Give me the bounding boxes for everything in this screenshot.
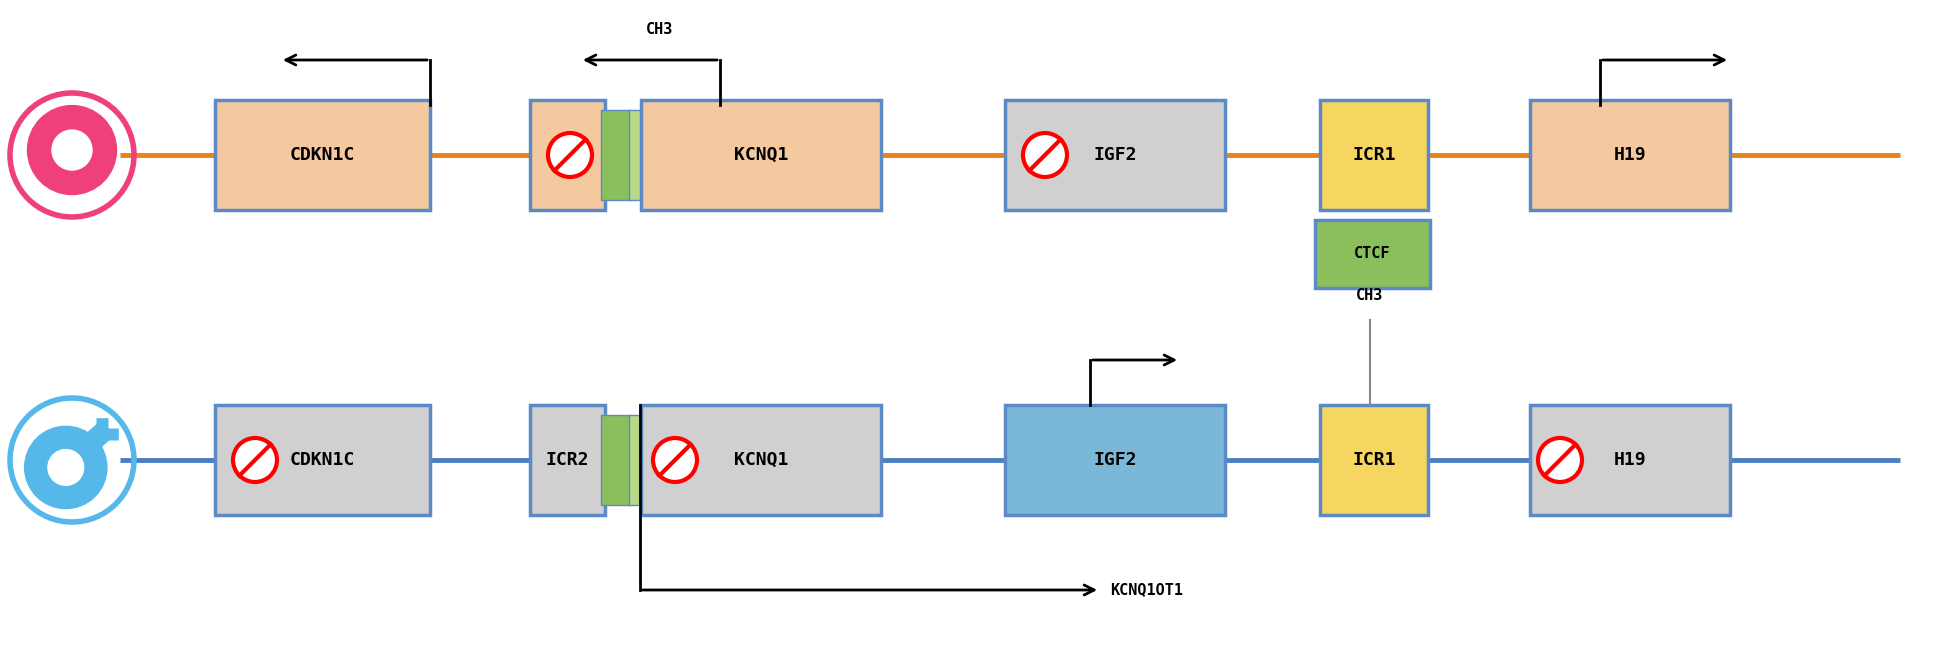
Circle shape xyxy=(53,130,92,170)
FancyBboxPatch shape xyxy=(1004,405,1225,515)
Text: H19: H19 xyxy=(1615,451,1646,469)
Circle shape xyxy=(1024,133,1067,177)
FancyBboxPatch shape xyxy=(642,405,881,515)
FancyBboxPatch shape xyxy=(642,100,881,210)
Text: CDKN1C: CDKN1C xyxy=(291,451,355,469)
Text: ICR1: ICR1 xyxy=(1351,146,1396,164)
Text: IGF2: IGF2 xyxy=(1094,146,1137,164)
FancyBboxPatch shape xyxy=(214,100,431,210)
Text: CTCF: CTCF xyxy=(1353,246,1390,261)
Text: KCNQ1OT1: KCNQ1OT1 xyxy=(1110,582,1184,597)
Circle shape xyxy=(653,438,696,482)
FancyBboxPatch shape xyxy=(214,405,431,515)
Text: CDKN1C: CDKN1C xyxy=(291,146,355,164)
Circle shape xyxy=(49,450,84,485)
FancyBboxPatch shape xyxy=(1004,100,1225,210)
Circle shape xyxy=(548,133,593,177)
FancyBboxPatch shape xyxy=(1320,405,1427,515)
Text: CH3: CH3 xyxy=(1357,288,1384,303)
Text: ICR1: ICR1 xyxy=(1351,451,1396,469)
FancyBboxPatch shape xyxy=(1531,100,1730,210)
Text: KCNQ1: KCNQ1 xyxy=(733,146,788,164)
Text: CH3: CH3 xyxy=(645,23,673,37)
Text: ICR2: ICR2 xyxy=(546,451,589,469)
Text: KCNQ1: KCNQ1 xyxy=(733,451,788,469)
FancyBboxPatch shape xyxy=(630,110,644,200)
Text: IGF2: IGF2 xyxy=(1094,451,1137,469)
FancyBboxPatch shape xyxy=(630,415,644,505)
FancyBboxPatch shape xyxy=(1314,220,1429,288)
FancyBboxPatch shape xyxy=(1320,100,1427,210)
Text: H19: H19 xyxy=(1615,146,1646,164)
FancyBboxPatch shape xyxy=(601,415,632,505)
FancyBboxPatch shape xyxy=(530,100,604,210)
Text: ICR2: ICR2 xyxy=(546,146,589,164)
FancyBboxPatch shape xyxy=(601,110,632,200)
Circle shape xyxy=(1539,438,1581,482)
FancyBboxPatch shape xyxy=(1531,405,1730,515)
Circle shape xyxy=(232,438,277,482)
FancyBboxPatch shape xyxy=(530,405,604,515)
